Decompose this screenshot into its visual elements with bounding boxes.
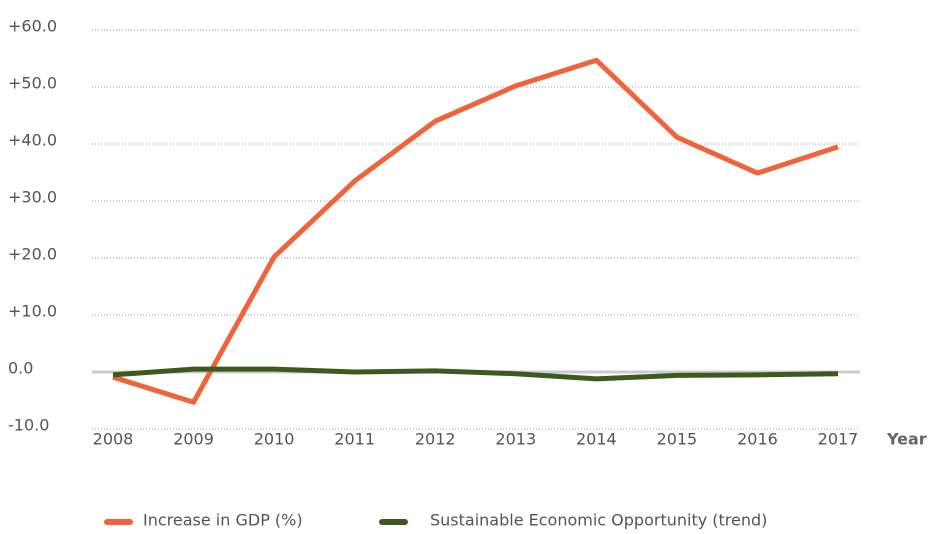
x-tick-label: 2009 <box>173 430 214 449</box>
y-tick-label: +30.0 <box>8 188 57 207</box>
x-tick-label: 2011 <box>334 430 375 449</box>
x-tick-label: 2014 <box>576 430 617 449</box>
legend-label: Sustainable Economic Opportunity (trend) <box>430 511 767 530</box>
legend-label: Increase in GDP (%) <box>143 511 303 530</box>
x-tick-label: 2015 <box>657 430 698 449</box>
x-tick-label: 2016 <box>737 430 778 449</box>
series-line <box>112 57 839 405</box>
y-tick-label: -10.0 <box>8 416 49 435</box>
x-tick-label: 2017 <box>818 430 859 449</box>
y-tick-label: +60.0 <box>8 17 57 36</box>
x-tick-label: 2012 <box>415 430 456 449</box>
x-tick-label: 2008 <box>93 430 134 449</box>
y-tick-label: +40.0 <box>8 131 57 150</box>
y-tick-label: 0.0 <box>8 359 33 378</box>
y-tick-label: +20.0 <box>8 245 57 264</box>
x-axis-label: Year <box>886 430 927 449</box>
y-tick-label: +10.0 <box>8 302 57 321</box>
series-line <box>112 366 839 382</box>
x-tick-label: 2010 <box>254 430 295 449</box>
y-tick-label: +50.0 <box>8 74 57 93</box>
x-tick-label: 2013 <box>495 430 536 449</box>
